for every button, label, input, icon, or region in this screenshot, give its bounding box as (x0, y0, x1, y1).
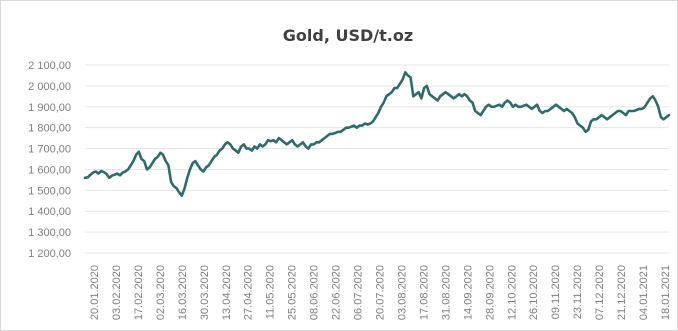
y-tick-label: 1 800,00 (28, 123, 71, 135)
x-tick-label: 13.04.2020 (221, 265, 233, 320)
y-tick-label: 1 900,00 (28, 102, 71, 114)
x-tick-label: 09.11.2020 (550, 265, 562, 319)
x-tick-label: 26.10.2020 (528, 265, 540, 320)
x-tick-label: 20.01.2020 (89, 265, 101, 320)
x-tick-label: 06.07.2020 (353, 265, 365, 320)
x-tick-label: 04.01.2021 (638, 265, 650, 320)
x-tick-label: 20.07.2020 (375, 265, 387, 320)
chart-title: Gold, USD/t.oz (283, 26, 413, 45)
x-tick-label: 11.05.2020 (265, 265, 277, 319)
x-tick-label: 07.12.2020 (594, 265, 606, 320)
y-tick-label: 1 500,00 (28, 185, 71, 197)
y-tick-label: 1 600,00 (28, 164, 71, 176)
y-axis: 2 100,00 2 000,00 1 900,00 1 800,00 1 700,00… (28, 60, 71, 260)
x-tick-label: 22.06.2020 (331, 265, 343, 320)
x-tick-label: 08.06.2020 (309, 265, 321, 320)
y-tick-label: 1 300,00 (28, 227, 71, 239)
x-tick-label: 23.11.2020 (572, 265, 584, 319)
x-tick-label: 18.01.2021 (660, 265, 672, 320)
x-tick-label: 30.03.2020 (199, 265, 211, 320)
x-tick-label: 03.08.2020 (396, 265, 408, 320)
x-tick-label: 28.09.2020 (484, 265, 496, 320)
x-tick-label: 17.02.2020 (133, 265, 145, 320)
x-tick-label: 16.03.2020 (177, 265, 189, 320)
x-axis: 20.01.2020 03.02.2020 17.02.2020 02.03.2020… (89, 265, 672, 320)
x-tick-label: 17.08.2020 (418, 265, 430, 320)
x-tick-label: 21.12.2020 (616, 265, 628, 320)
y-tick-label: 2 000,00 (28, 81, 71, 93)
y-tick-label: 1 400,00 (28, 206, 71, 218)
x-tick-label: 25.05.2020 (287, 265, 299, 320)
x-tick-label: 31.08.2020 (440, 265, 452, 320)
y-tick-label: 2 100,00 (28, 60, 71, 72)
grid-layer (85, 64, 669, 254)
x-tick-label: 12.10.2020 (506, 265, 518, 320)
series-layer (83, 71, 671, 197)
x-tick-label: 02.03.2020 (155, 265, 167, 320)
x-tick-label: 27.04.2020 (243, 265, 255, 320)
series-line-0 (83, 71, 671, 197)
y-tick-label: 1 200,00 (28, 248, 71, 260)
x-tick-label: 03.02.2020 (111, 265, 123, 320)
x-tick-label: 14.09.2020 (462, 265, 474, 320)
y-tick-label: 1 700,00 (28, 144, 71, 156)
